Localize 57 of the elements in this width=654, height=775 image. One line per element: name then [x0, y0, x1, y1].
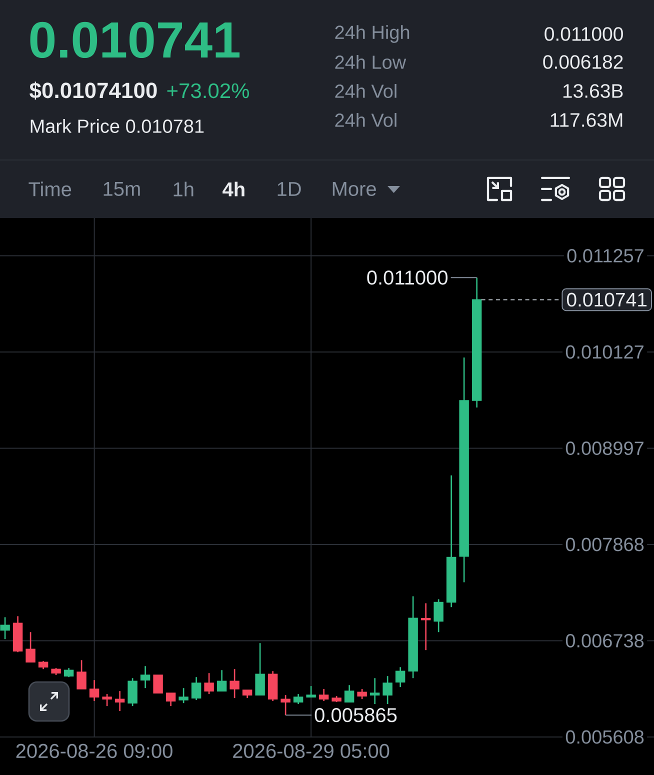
candlestick	[140, 665, 150, 689]
text: 15m	[104, 182, 140, 196]
candlestick	[102, 693, 112, 707]
candlestick	[306, 685, 316, 698]
annotation: 0.011000	[367, 270, 448, 285]
text: 1h	[174, 182, 194, 196]
y-tick-label: 0.006738	[566, 634, 644, 648]
candlestick	[357, 688, 367, 700]
x-tick-label: 2026-08-29 05:00	[233, 744, 390, 758]
candlestick	[255, 642, 265, 696]
text: Time	[28, 182, 72, 196]
candlestick	[153, 674, 163, 694]
text: +73.02%	[167, 83, 249, 98]
text: 24h Low	[335, 55, 406, 69]
y-tick-label: 0.010127	[566, 345, 644, 359]
y-tick-label: 0.011257	[567, 249, 644, 262]
candlestick	[191, 676, 202, 701]
text: 0.011000	[544, 27, 623, 41]
candlestick	[178, 687, 188, 704]
text: Mark Price 0.010781	[30, 119, 204, 133]
text: 13.63B	[563, 84, 623, 98]
candlestick	[293, 693, 304, 705]
candlestick	[216, 669, 227, 692]
text: 4h	[222, 182, 244, 196]
candlestick	[382, 675, 392, 705]
candlestick	[395, 666, 406, 688]
chart-title: 0.010741	[30, 22, 240, 58]
candlestick	[64, 667, 74, 678]
text: 24h High	[335, 25, 410, 43]
text: 24h Vol	[335, 84, 396, 98]
candlestick	[128, 677, 138, 707]
candlestick	[26, 631, 36, 663]
candlestick	[370, 677, 380, 705]
candlestick	[0, 616, 10, 640]
text: More	[332, 182, 376, 196]
ref-line-label: 0.010741	[566, 292, 647, 307]
candlestick	[318, 688, 329, 702]
candlestick	[114, 690, 125, 712]
text: 24h Vol	[335, 113, 396, 127]
candlestick	[166, 692, 176, 707]
candlestick	[434, 598, 444, 633]
candlestick	[280, 694, 290, 716]
candlestick	[344, 684, 354, 703]
text: 0.006182	[543, 55, 623, 69]
y-tick-label: 0.005608	[566, 730, 644, 744]
candlestick	[76, 659, 86, 690]
text: 117.63M	[550, 113, 622, 127]
candlestick	[230, 668, 240, 699]
candlestick	[89, 679, 100, 702]
chart-subtitle: $0.01074100	[30, 82, 157, 100]
annotation: 0.005865	[314, 708, 397, 722]
x-tick-label: 2026-08-26 09:00	[16, 744, 172, 758]
y-tick-label: 0.008997	[566, 442, 644, 456]
text: 1D	[278, 182, 301, 196]
candlestick	[204, 672, 214, 695]
y-tick-label: 0.007868	[566, 538, 644, 552]
candlestick	[420, 602, 431, 651]
